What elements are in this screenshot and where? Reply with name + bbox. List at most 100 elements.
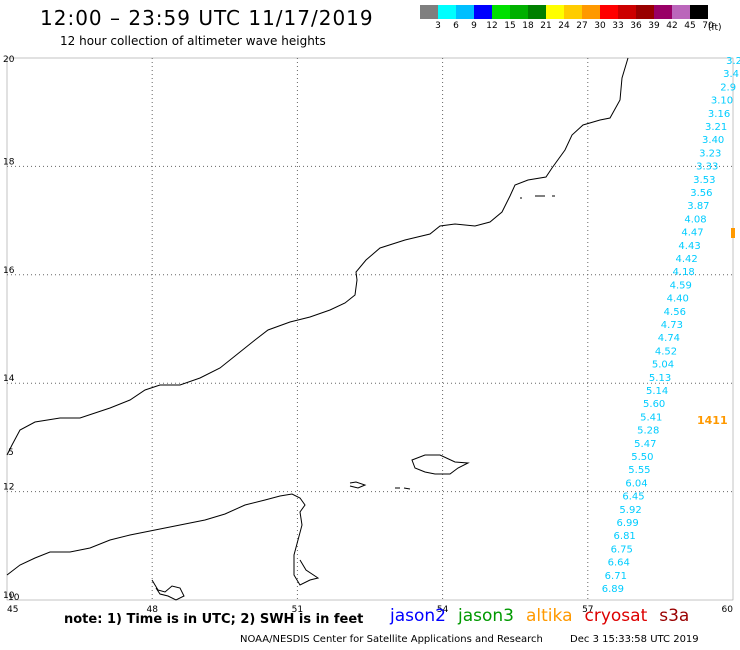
legend-label-45: 45 (684, 21, 696, 31)
legend-swatch-24 (546, 5, 564, 19)
swh-value-label: 6.99 (616, 518, 638, 529)
legend-swatch-6 (438, 5, 456, 19)
generated-timestamp: Dec 3 15:33:58 UTC 2019 (570, 634, 699, 645)
edge-marker-label: 5 (8, 448, 14, 458)
lon-tick-label: 60 (722, 605, 734, 615)
swh-value-label: 6.04 (625, 478, 647, 489)
legend-swatches (420, 5, 708, 19)
satellite-cryosat: cryosat (584, 606, 648, 626)
satellite-jason2: jason2 (390, 606, 446, 626)
legend-swatch-18 (510, 5, 528, 19)
lon-tick-label: 51 (292, 605, 303, 615)
legend-swatch-27 (564, 5, 582, 19)
axis-labels: 45 48 51 54 57 60 20 18 16 14 12 10 5 10 (3, 55, 733, 615)
swh-value-label: 4.18 (673, 267, 695, 278)
swh-value-label: 5.13 (649, 373, 671, 384)
swh-value-label: 4.43 (678, 241, 700, 252)
lon-tick-label: 57 (582, 605, 593, 615)
lat-tick-label: 18 (3, 157, 15, 167)
legend-label-9: 9 (471, 21, 477, 31)
swh-value-label: 5.47 (634, 439, 656, 450)
swh-value-label: 5.14 (646, 386, 668, 397)
legend-label-30: 30 (594, 21, 606, 31)
satellite-jason3: jason3 (458, 606, 514, 626)
swh-value-label: 4.42 (675, 254, 697, 265)
swh-value-label: 3.87 (687, 201, 709, 212)
swh-value-label: 6.45 (622, 492, 644, 503)
legend-swatch-30 (582, 5, 600, 19)
lat-tick-label: 20 (3, 55, 15, 65)
satellite-altika: altika (526, 606, 573, 626)
socotra-island (411, 454, 470, 475)
legend-swatch-12 (474, 5, 492, 19)
kuria-muria-islands (520, 195, 555, 199)
map-title: 12:00 – 23:59 UTC 11/17/2019 (40, 6, 374, 30)
satellite-s3a: s3a (659, 606, 690, 626)
swh-value-label: 5.50 (631, 452, 653, 463)
units-note: note: 1) Time is in UTC; 2) SWH is in fe… (64, 612, 364, 627)
lat-tick-label: 12 (3, 483, 14, 493)
legend-swatch-45 (672, 5, 690, 19)
swh-value-label: 4.74 (658, 333, 680, 344)
pass-marker (731, 228, 735, 238)
legend-label-12: 12 (486, 21, 498, 31)
credit-text: NOAA/NESDIS Center for Satellite Applica… (240, 634, 543, 645)
legend-swatch-39 (636, 5, 654, 19)
legend-label-33: 33 (612, 21, 624, 31)
lat-tick-label: 16 (3, 266, 15, 276)
swh-value-label: 3.4 (723, 69, 739, 80)
swh-value-label: 3.16 (708, 109, 730, 120)
swh-value-label: 6.64 (608, 558, 630, 569)
lon-tick-label: 48 (146, 605, 158, 615)
legend-label-6: 6 (453, 21, 459, 31)
swh-value-label: 3.40 (702, 135, 724, 146)
legend-swatch-21 (528, 5, 546, 19)
legend-label-39: 39 (648, 21, 660, 31)
legend-label-42: 42 (666, 21, 678, 31)
legend-swatch-15 (492, 5, 510, 19)
map-subtitle: 12 hour collection of altimeter wave hei… (60, 34, 326, 48)
swh-value-label: 4.47 (681, 228, 703, 239)
legend-swatch-42 (654, 5, 672, 19)
legend-label-18: 18 (522, 21, 534, 31)
legend-label-21: 21 (540, 21, 552, 31)
swh-value-label: 3.23 (699, 148, 721, 159)
swh-value-label: 3.33 (696, 162, 718, 173)
swh-value-label: 4.40 (667, 294, 689, 305)
swh-value-label: 6.75 (611, 544, 633, 555)
swh-value-label: 4.56 (664, 307, 686, 318)
time-marker: 1411 (697, 414, 728, 427)
swh-value-label: 5.04 (652, 360, 674, 371)
swh-value-label: 3.21 (705, 122, 727, 133)
satellite-legend: jason2 jason3 altika cryosat s3a (390, 606, 701, 626)
lon-tick-label: 45 (7, 605, 18, 615)
swh-value-label: 5.55 (628, 465, 650, 476)
coastline (6, 57, 629, 601)
map-frame (6, 57, 734, 601)
legend-label-15: 15 (504, 21, 516, 31)
swh-value-label: 5.92 (619, 505, 641, 516)
swh-value-label: 3.56 (690, 188, 712, 199)
color-legend: 3 6 9 12 15 18 21 24 27 30 33 36 39 42 45 70 (ft) (420, 5, 722, 33)
legend-label-27: 27 (576, 21, 588, 31)
swh-value-label: 4.08 (684, 214, 706, 225)
altimeter-track: 3.2 3.4 2.9 3.10 3.16 3.21 3.40 3.23 3.33 3.53 3.5… (602, 56, 740, 595)
swh-value-label: 4.73 (661, 320, 683, 331)
lon-tick-label: 54 (437, 605, 449, 615)
swh-value-label: 5.41 (640, 412, 662, 423)
somali-coast (6, 493, 320, 586)
swh-value-label: 4.59 (670, 280, 692, 291)
credit-line: NOAA/NESDIS Center for Satellite Applica… (240, 634, 699, 645)
swh-value-label: 6.81 (614, 531, 636, 542)
edge-marker-label: 10 (8, 593, 20, 603)
legend-label-3: 3 (435, 21, 441, 31)
legend-swatch-9 (456, 5, 474, 19)
legend-swatch-33 (600, 5, 618, 19)
lat-tick-label: 10 (3, 591, 15, 601)
swh-value-label: 3.2 (726, 56, 740, 67)
swh-value-label: 3.10 (711, 96, 733, 107)
lat-tick-label: 14 (3, 374, 15, 384)
djibouti-shoreline (151, 579, 185, 601)
legend-unit: (ft) (708, 23, 722, 33)
